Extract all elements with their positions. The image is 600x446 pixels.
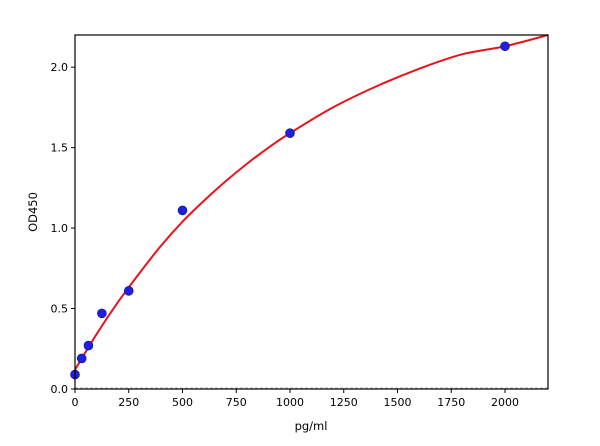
data-point: [83, 340, 94, 351]
y-tick-label: 2.0: [51, 61, 69, 74]
data-point: [500, 41, 510, 52]
y-tick-label: 1.5: [51, 142, 69, 155]
x-tick-label: 2000: [491, 396, 519, 409]
x-tick-label: 1500: [384, 396, 412, 409]
x-tick-label: 1000: [276, 396, 304, 409]
data-point: [285, 128, 295, 138]
y-axis-ticks: 0.0 0.5 1.0 1.5 2.0: [51, 61, 75, 396]
x-tick-label: 500: [172, 396, 193, 409]
axes-frame: [74, 34, 549, 390]
y-axis-label: OD450: [26, 192, 40, 232]
data-point: [97, 308, 107, 319]
x-tick-label: 1250: [330, 396, 358, 409]
y-tick-label: 1.0: [51, 222, 69, 235]
x-axis-label: pg/ml: [295, 419, 328, 433]
data-point: [177, 205, 188, 216]
data-points: [70, 41, 510, 380]
fitted-curve-line: [74, 34, 549, 371]
data-point: [76, 353, 87, 364]
x-tick-label: 1750: [437, 396, 465, 409]
x-tick-label: 0: [72, 396, 79, 409]
x-tick-label: 250: [118, 396, 139, 409]
x-axis-ticks: 0 250 500 750 1000 1250 1500 1750 2000: [72, 389, 519, 409]
y-tick-label: 0.5: [51, 303, 69, 316]
data-point: [123, 286, 134, 296]
x-tick-label: 750: [226, 396, 247, 409]
fitted-curve: [74, 34, 549, 371]
y-tick-label: 0.0: [51, 383, 69, 396]
